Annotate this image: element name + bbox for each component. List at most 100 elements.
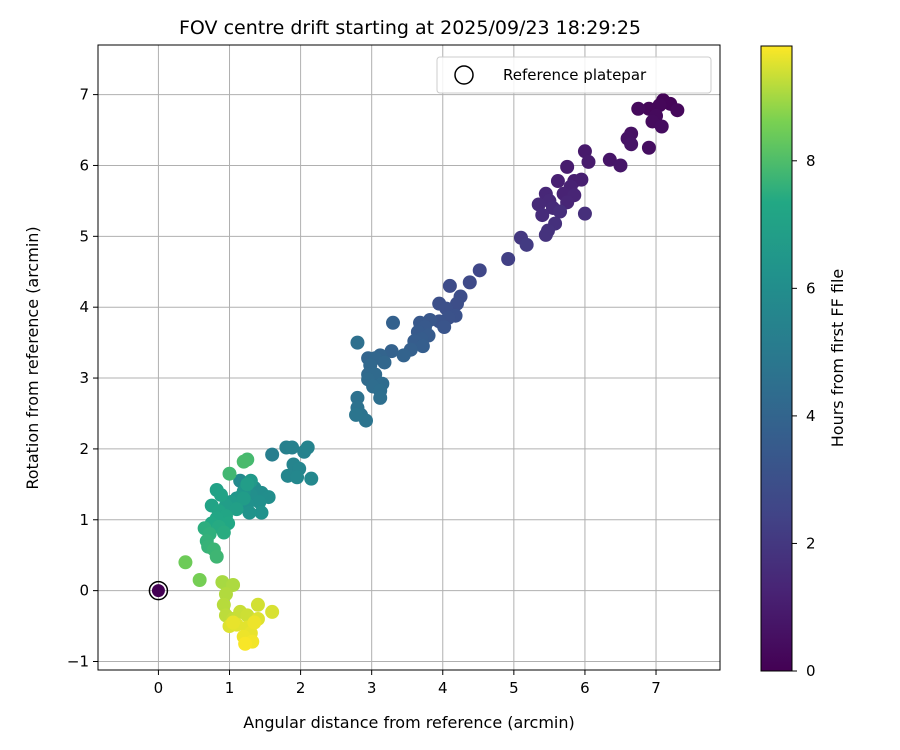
y-tick-label: −1 (67, 652, 89, 670)
y-tick-label: 4 (79, 298, 89, 316)
data-point (226, 615, 241, 630)
data-point (602, 152, 617, 167)
plot-frame (97, 44, 721, 671)
x-axis-ticks: 0 1 2 3 4 5 6 7 (154, 670, 661, 697)
data-point (216, 597, 231, 612)
x-tick-label: 2 (296, 679, 306, 697)
y-axis-label: Rotation from reference (arcmin) (23, 226, 42, 489)
data-point (213, 487, 228, 502)
colorbar-label: Hours from first FF file (828, 269, 847, 448)
data-point (252, 495, 267, 510)
colorbar-tick-label: 6 (806, 279, 816, 297)
data-point (531, 197, 546, 212)
data-point (462, 275, 477, 290)
legend: Reference platepar (436, 56, 712, 94)
colorbar-tick-label: 0 (806, 662, 816, 680)
data-point (265, 447, 280, 462)
data-point (254, 505, 269, 520)
colorbar-gradient (760, 45, 793, 672)
x-tick-label: 3 (367, 679, 377, 697)
legend-entry-reference-platepar: Reference platepar (503, 66, 647, 84)
y-tick-label: 3 (79, 369, 89, 387)
data-point (240, 477, 255, 492)
data-point (449, 296, 464, 311)
colorbar-tick-label: 4 (806, 407, 816, 425)
data-point (384, 344, 399, 359)
data-point (652, 98, 667, 113)
colorbar-tick-label: 8 (806, 152, 816, 170)
scatter-points (178, 93, 685, 651)
data-point (538, 227, 553, 242)
chart-title: FOV centre drift starting at 2025/09/23 … (179, 17, 641, 39)
data-point (641, 140, 656, 155)
data-point (304, 471, 319, 486)
data-point (574, 172, 589, 187)
data-point (396, 348, 411, 363)
y-tick-label: 0 (79, 582, 89, 600)
data-point (236, 491, 251, 506)
y-tick-label: 6 (79, 156, 89, 174)
colorbar-ticks: 0 2 4 6 8 (792, 152, 816, 680)
y-tick-label: 5 (79, 227, 89, 245)
data-point (350, 335, 365, 350)
data-point (349, 407, 364, 422)
data-point (247, 615, 262, 630)
x-tick-label: 4 (438, 679, 448, 697)
y-tick-label: 2 (79, 440, 89, 458)
x-tick-label: 7 (651, 679, 661, 697)
data-point (290, 470, 305, 485)
data-point (216, 525, 231, 540)
data-point (550, 174, 565, 189)
data-point (386, 315, 401, 330)
data-point (560, 159, 575, 174)
data-point (581, 154, 596, 169)
reference-point (151, 584, 165, 598)
data-point (377, 355, 392, 370)
data-point (238, 636, 253, 651)
data-point (501, 252, 516, 267)
legend-box (436, 56, 712, 94)
data-point (670, 103, 685, 118)
data-point (624, 137, 639, 152)
data-point (442, 278, 457, 293)
data-point (250, 597, 265, 612)
data-point (472, 263, 487, 278)
data-point (215, 575, 230, 590)
grid-lines (98, 45, 720, 670)
data-point (218, 587, 233, 602)
data-point (577, 206, 592, 221)
data-point (577, 144, 592, 159)
data-point (415, 339, 430, 354)
data-point (265, 604, 280, 619)
data-point (222, 466, 237, 481)
data-point (178, 555, 193, 570)
data-point (300, 440, 315, 455)
data-point (535, 208, 550, 223)
data-point (553, 204, 568, 219)
colorbar-tick-label: 2 (806, 534, 816, 552)
data-point (350, 390, 365, 405)
legend-marker (454, 65, 474, 85)
data-point (229, 502, 244, 517)
data-point (209, 549, 224, 564)
reference-ring (148, 580, 169, 601)
x-tick-label: 5 (509, 679, 519, 697)
y-tick-label: 7 (79, 86, 89, 104)
x-tick-label: 0 (154, 679, 164, 697)
y-tick-label: 1 (79, 511, 89, 529)
data-point (613, 158, 628, 173)
data-point (192, 573, 207, 588)
x-tick-label: 1 (225, 679, 235, 697)
colorbar: 0 2 4 6 8 Hours from first FF file (760, 45, 847, 680)
data-point (242, 505, 257, 520)
data-point (285, 440, 300, 455)
x-axis-label: Angular distance from reference (arcmin) (243, 713, 574, 732)
data-point (236, 454, 251, 469)
data-point (437, 320, 452, 335)
y-axis-ticks: −1 0 1 2 3 4 5 6 7 (67, 86, 98, 670)
reference-platepar-marker (148, 580, 169, 601)
x-tick-label: 6 (580, 679, 590, 697)
data-point (373, 390, 388, 405)
data-point (519, 237, 534, 252)
